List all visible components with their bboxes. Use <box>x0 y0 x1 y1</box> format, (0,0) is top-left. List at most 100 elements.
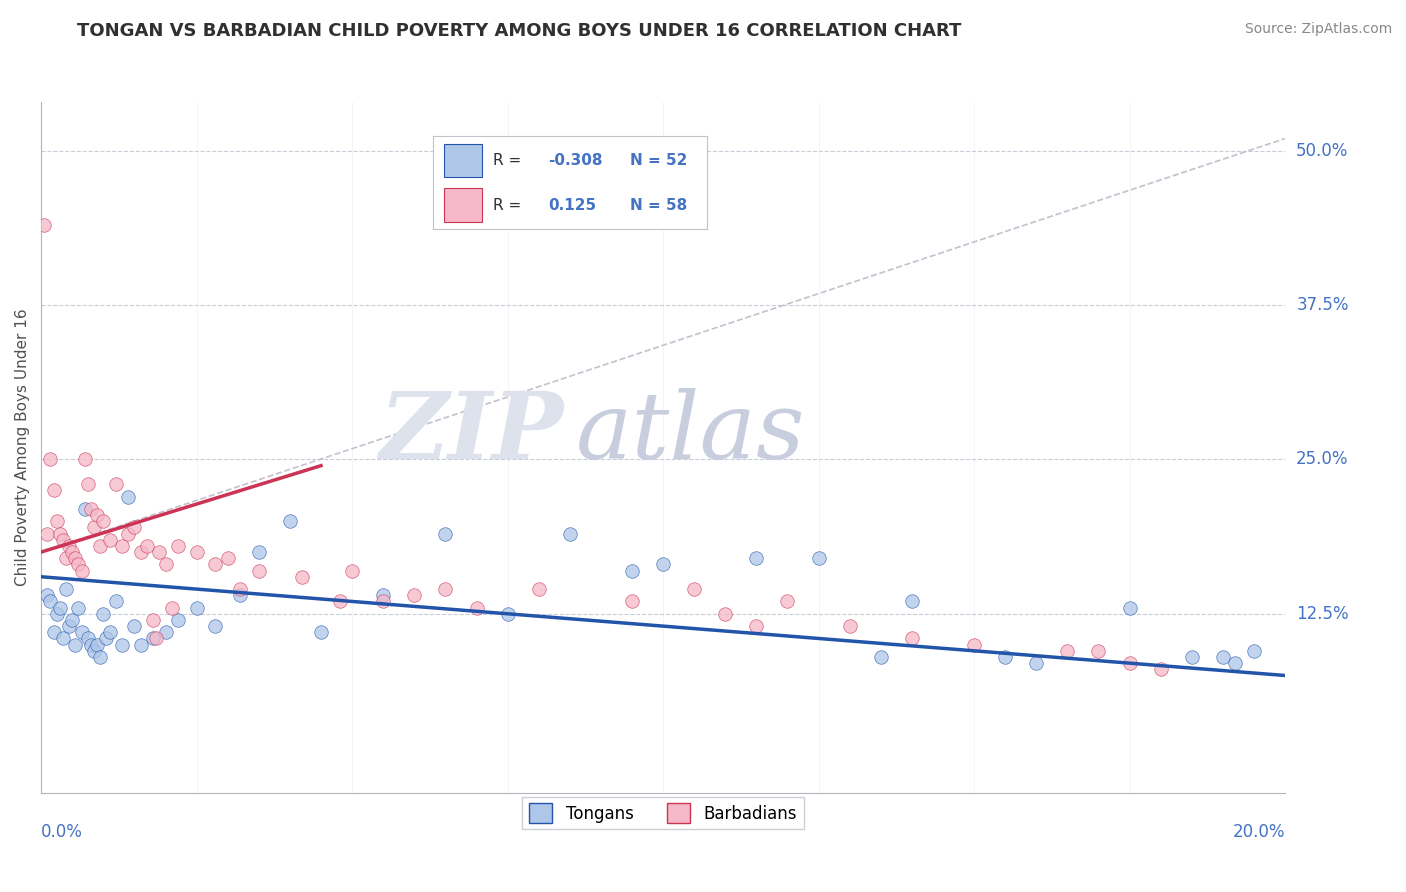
Point <box>45 514 67 528</box>
Point <box>58 619 80 633</box>
Point <box>39 594 62 608</box>
Point <box>404 588 426 602</box>
Legend: Tongans, Barbadians: Tongans, Barbadians <box>523 797 804 830</box>
Y-axis label: Child Poverty Among Boys Under 16: Child Poverty Among Boys Under 16 <box>15 309 30 586</box>
Text: 25.0%: 25.0% <box>1296 450 1348 468</box>
Point <box>65 551 87 566</box>
Point <box>52 533 75 547</box>
Point <box>683 582 706 596</box>
Point <box>67 558 90 572</box>
Text: Source: ZipAtlas.com: Source: ZipAtlas.com <box>1244 22 1392 37</box>
Point <box>52 632 75 646</box>
Point <box>76 477 98 491</box>
Point <box>60 613 83 627</box>
Point <box>1225 656 1247 670</box>
Point <box>1056 644 1078 658</box>
Point <box>776 594 799 608</box>
Point <box>329 594 352 608</box>
Point <box>129 545 152 559</box>
Point <box>1118 600 1140 615</box>
Point <box>80 638 103 652</box>
Point <box>994 650 1017 665</box>
Point <box>901 594 924 608</box>
Point <box>167 539 190 553</box>
Text: 50.0%: 50.0% <box>1296 142 1348 160</box>
Point <box>714 607 737 621</box>
Point <box>963 638 986 652</box>
Point <box>37 588 59 602</box>
Point <box>42 483 65 498</box>
Point <box>1243 644 1265 658</box>
Point <box>621 564 644 578</box>
Point <box>65 638 87 652</box>
Point <box>111 539 134 553</box>
Point <box>111 638 134 652</box>
Point <box>42 625 65 640</box>
Point <box>247 545 270 559</box>
Point <box>104 477 127 491</box>
Point <box>434 582 457 596</box>
Point <box>89 539 111 553</box>
Point <box>58 539 80 553</box>
Point <box>217 551 239 566</box>
Point <box>373 588 395 602</box>
Point <box>204 558 226 572</box>
Point <box>32 218 55 232</box>
Point <box>1181 650 1204 665</box>
Point <box>73 501 96 516</box>
Point <box>60 545 83 559</box>
Point <box>229 588 252 602</box>
Point <box>838 619 860 633</box>
Point <box>70 564 93 578</box>
Point <box>55 551 77 566</box>
Point <box>142 613 165 627</box>
Point <box>91 514 114 528</box>
Point <box>55 582 77 596</box>
Point <box>145 632 167 646</box>
Point <box>80 501 103 516</box>
Point <box>83 520 105 534</box>
Point <box>160 600 183 615</box>
Point <box>89 650 111 665</box>
Point <box>186 545 208 559</box>
Point <box>291 570 314 584</box>
Point <box>186 600 208 615</box>
Point <box>309 625 332 640</box>
Point <box>129 638 152 652</box>
Text: 0.0%: 0.0% <box>41 823 83 841</box>
Point <box>652 558 675 572</box>
Point <box>37 526 59 541</box>
Point <box>104 594 127 608</box>
Point <box>1118 656 1140 670</box>
Point <box>1087 644 1109 658</box>
Point <box>39 452 62 467</box>
Point <box>67 600 90 615</box>
Text: atlas: atlas <box>576 388 806 478</box>
Point <box>869 650 891 665</box>
Text: ZIP: ZIP <box>380 388 564 478</box>
Point <box>148 545 170 559</box>
Point <box>124 520 146 534</box>
Point <box>167 613 190 627</box>
Point <box>117 490 139 504</box>
Point <box>558 526 581 541</box>
Point <box>340 564 363 578</box>
Point <box>278 514 301 528</box>
Point <box>86 638 108 652</box>
Text: 12.5%: 12.5% <box>1296 605 1348 623</box>
Point <box>901 632 924 646</box>
Text: 20.0%: 20.0% <box>1233 823 1285 841</box>
Point <box>155 625 177 640</box>
Point <box>98 533 121 547</box>
Point <box>527 582 550 596</box>
Point <box>135 539 157 553</box>
Point <box>124 619 146 633</box>
Point <box>98 625 121 640</box>
Point <box>247 564 270 578</box>
Text: 37.5%: 37.5% <box>1296 296 1348 314</box>
Point <box>229 582 252 596</box>
Point <box>155 558 177 572</box>
Point <box>1212 650 1234 665</box>
Point <box>96 632 118 646</box>
Point <box>434 526 457 541</box>
